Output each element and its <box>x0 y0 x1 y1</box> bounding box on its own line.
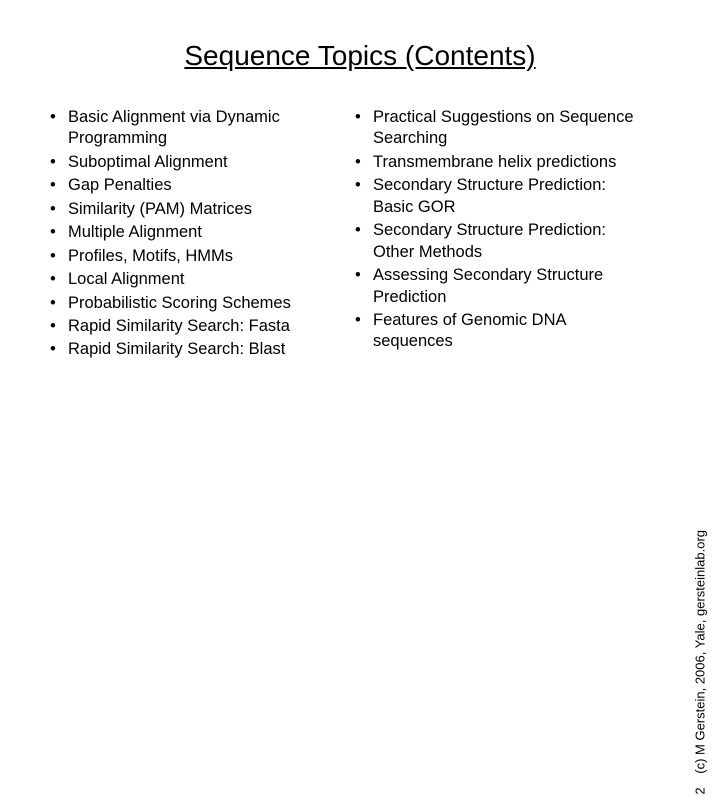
slide: Sequence Topics (Contents) Basic Alignme… <box>0 0 720 540</box>
list-item: Local Alignment <box>50 269 335 290</box>
list-item: Assessing Secondary Structure Prediction <box>355 265 640 308</box>
left-list: Basic Alignment via Dynamic Programming … <box>50 107 335 361</box>
footer: 2 (c) M Gerstein, 2006, Yale, gersteinla… <box>693 530 708 795</box>
list-item: Secondary Structure Prediction: Basic GO… <box>355 175 640 218</box>
list-item: Basic Alignment via Dynamic Programming <box>50 107 335 150</box>
content-columns: Basic Alignment via Dynamic Programming … <box>50 107 670 363</box>
list-item: Rapid Similarity Search: Blast <box>50 339 335 360</box>
list-item: Probabilistic Scoring Schemes <box>50 293 335 314</box>
list-item: Secondary Structure Prediction: Other Me… <box>355 220 640 263</box>
right-column: Practical Suggestions on Sequence Search… <box>355 107 640 363</box>
list-item: Features of Genomic DNA sequences <box>355 310 640 353</box>
list-item: Rapid Similarity Search: Fasta <box>50 316 335 337</box>
slide-title: Sequence Topics (Contents) <box>50 40 670 72</box>
list-item: Gap Penalties <box>50 175 335 196</box>
page-number: 2 <box>693 787 708 794</box>
list-item: Profiles, Motifs, HMMs <box>50 246 335 267</box>
list-item: Multiple Alignment <box>50 222 335 243</box>
list-item: Transmembrane helix predictions <box>355 152 640 173</box>
right-list: Practical Suggestions on Sequence Search… <box>355 107 640 353</box>
list-item: Practical Suggestions on Sequence Search… <box>355 107 640 150</box>
credit-text: (c) M Gerstein, 2006, Yale, gersteinlab.… <box>693 530 708 774</box>
list-item: Suboptimal Alignment <box>50 152 335 173</box>
list-item: Similarity (PAM) Matrices <box>50 199 335 220</box>
left-column: Basic Alignment via Dynamic Programming … <box>50 107 335 363</box>
